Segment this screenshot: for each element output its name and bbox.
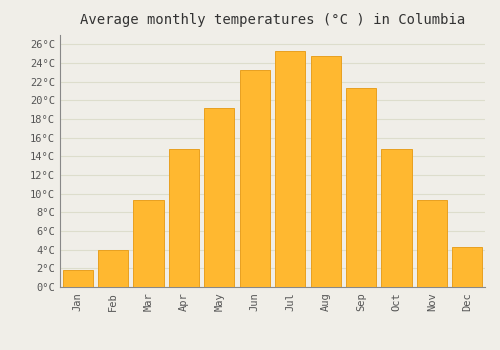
Bar (417, 200, 447, 287)
Bar (275, 51, 306, 287)
Bar (62, 270, 93, 287)
Bar (452, 247, 482, 287)
Bar (169, 149, 199, 287)
Bar (204, 108, 234, 287)
Bar (310, 56, 340, 287)
Bar (346, 88, 376, 287)
Bar (98, 250, 128, 287)
Bar (240, 70, 270, 287)
Bar (134, 200, 164, 287)
Title: Average monthly temperatures (°C ) in Columbia: Average monthly temperatures (°C ) in Co… (80, 13, 465, 27)
Bar (382, 149, 412, 287)
